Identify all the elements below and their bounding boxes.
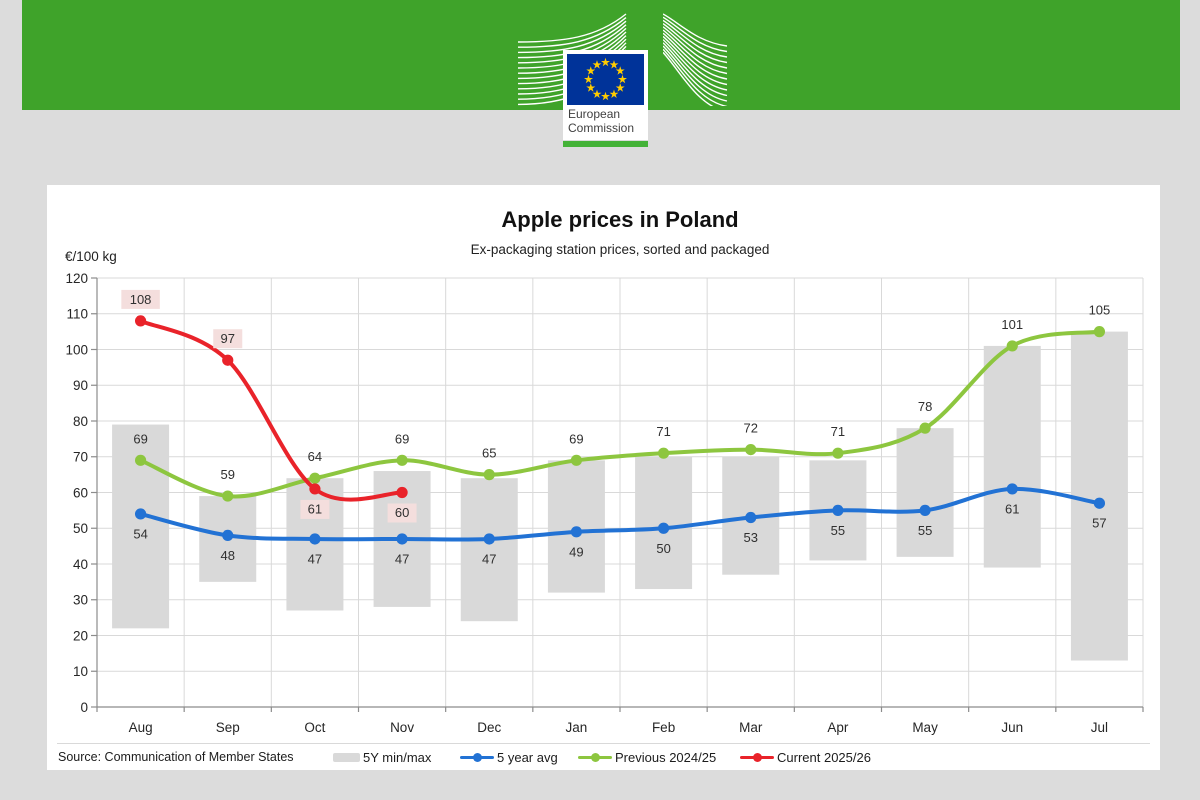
line-5 year avg	[138, 486, 1102, 542]
svg-text:Jun: Jun	[1001, 720, 1023, 735]
legend-previous-label: Previous 2024/25	[615, 750, 717, 765]
svg-text:80: 80	[73, 414, 88, 429]
svg-text:May: May	[912, 720, 938, 735]
legend-line-blue-icon	[460, 753, 494, 762]
svg-text:20: 20	[73, 628, 88, 643]
svg-text:70: 70	[73, 450, 88, 465]
svg-text:30: 30	[73, 593, 88, 608]
gridlines	[97, 277, 1144, 707]
chart-title: Apple prices in Poland	[501, 207, 739, 232]
svg-text:55: 55	[918, 523, 932, 538]
svg-text:50: 50	[73, 521, 88, 536]
svg-text:Nov: Nov	[390, 720, 414, 735]
svg-text:69: 69	[569, 431, 583, 446]
svg-text:110: 110	[66, 307, 88, 322]
svg-text:Jan: Jan	[566, 720, 588, 735]
svg-text:50: 50	[656, 541, 670, 556]
y-axis-unit-label: €/100 kg	[65, 249, 117, 264]
svg-text:10: 10	[73, 664, 88, 679]
svg-text:61: 61	[1005, 501, 1019, 516]
european-commission-logo: European Commission	[518, 0, 730, 150]
series-lines	[134, 315, 1106, 545]
svg-text:Jul: Jul	[1091, 720, 1108, 735]
svg-text:0: 0	[80, 700, 88, 715]
svg-text:Mar: Mar	[739, 720, 763, 735]
legend-item-range: 5Y min/max	[333, 749, 431, 766]
svg-text:97: 97	[221, 331, 235, 346]
svg-text:47: 47	[308, 551, 322, 566]
chart-card: Apple prices in Poland Ex-packaging stat…	[47, 185, 1160, 770]
legend-item-current: Current 2025/26	[740, 749, 871, 766]
line-Previous 2024/25	[138, 329, 1102, 499]
svg-text:Sep: Sep	[216, 720, 240, 735]
svg-text:60: 60	[73, 485, 88, 500]
logo-plaque: European Commission	[563, 50, 648, 140]
data-labels: 54 48 47 47 47 49 50 53 55 55 61 57 69 59 64 69 65 69 71 72…	[121, 289, 1111, 566]
svg-text:Oct: Oct	[304, 720, 325, 735]
legend-current-label: Current 2025/26	[777, 750, 871, 765]
svg-text:61: 61	[308, 501, 322, 516]
svg-text:108: 108	[130, 292, 152, 307]
legend-line-green-icon	[578, 753, 612, 762]
svg-text:65: 65	[482, 446, 496, 461]
eu-flag-icon	[567, 54, 644, 105]
svg-text:72: 72	[744, 421, 758, 436]
svg-text:47: 47	[395, 551, 409, 566]
svg-text:Feb: Feb	[652, 720, 675, 735]
source-text: Source: Communication of Member States	[58, 750, 294, 764]
svg-text:69: 69	[133, 431, 147, 446]
legend-line-red-icon	[740, 753, 774, 762]
chart-subtitle: Ex-packaging station prices, sorted and …	[470, 242, 770, 257]
svg-text:55: 55	[831, 523, 845, 538]
logo-text-line1: European	[568, 107, 621, 121]
legend-item-5yr-avg: 5 year avg	[460, 749, 558, 766]
legend-5yr-avg-label: 5 year avg	[497, 750, 558, 765]
svg-text:105: 105	[1089, 303, 1111, 318]
logo-text-line2: Commission	[568, 120, 635, 135]
svg-text:59: 59	[221, 467, 235, 482]
svg-text:64: 64	[308, 449, 322, 464]
svg-text:101: 101	[1001, 317, 1023, 332]
svg-text:47: 47	[482, 551, 496, 566]
svg-text:40: 40	[73, 557, 88, 572]
chart-canvas: 0 10 20 30 40 50 60 70 80 90 100 110 120 Aug Sep Oct Nov…	[65, 271, 1144, 735]
line-Current 2025/26	[138, 318, 405, 502]
svg-text:57: 57	[1092, 516, 1106, 531]
svg-text:60: 60	[395, 505, 409, 520]
svg-text:78: 78	[918, 399, 932, 414]
logo-underline	[563, 141, 648, 147]
svg-text:49: 49	[569, 544, 583, 559]
svg-text:90: 90	[73, 378, 88, 393]
legend-item-previous: Previous 2024/25	[578, 749, 716, 766]
legend-range-label: 5Y min/max	[363, 750, 432, 765]
svg-text:71: 71	[656, 424, 670, 439]
legend-separator	[57, 743, 1150, 744]
svg-text:Apr: Apr	[827, 720, 849, 735]
logo-swoosh-right-icon	[663, 13, 728, 106]
svg-text:54: 54	[133, 526, 147, 541]
legend-range-swatch-icon	[333, 753, 360, 762]
svg-text:53: 53	[744, 530, 758, 545]
svg-text:Dec: Dec	[477, 720, 501, 735]
svg-text:120: 120	[65, 271, 88, 286]
svg-text:Aug: Aug	[129, 720, 153, 735]
svg-text:71: 71	[831, 424, 845, 439]
logo-text: European Commission	[563, 107, 648, 135]
svg-text:48: 48	[221, 548, 235, 563]
svg-text:69: 69	[395, 431, 409, 446]
axes: 0 10 20 30 40 50 60 70 80 90 100 110 120 Aug Sep Oct Nov…	[65, 271, 1144, 735]
svg-text:100: 100	[65, 342, 88, 357]
